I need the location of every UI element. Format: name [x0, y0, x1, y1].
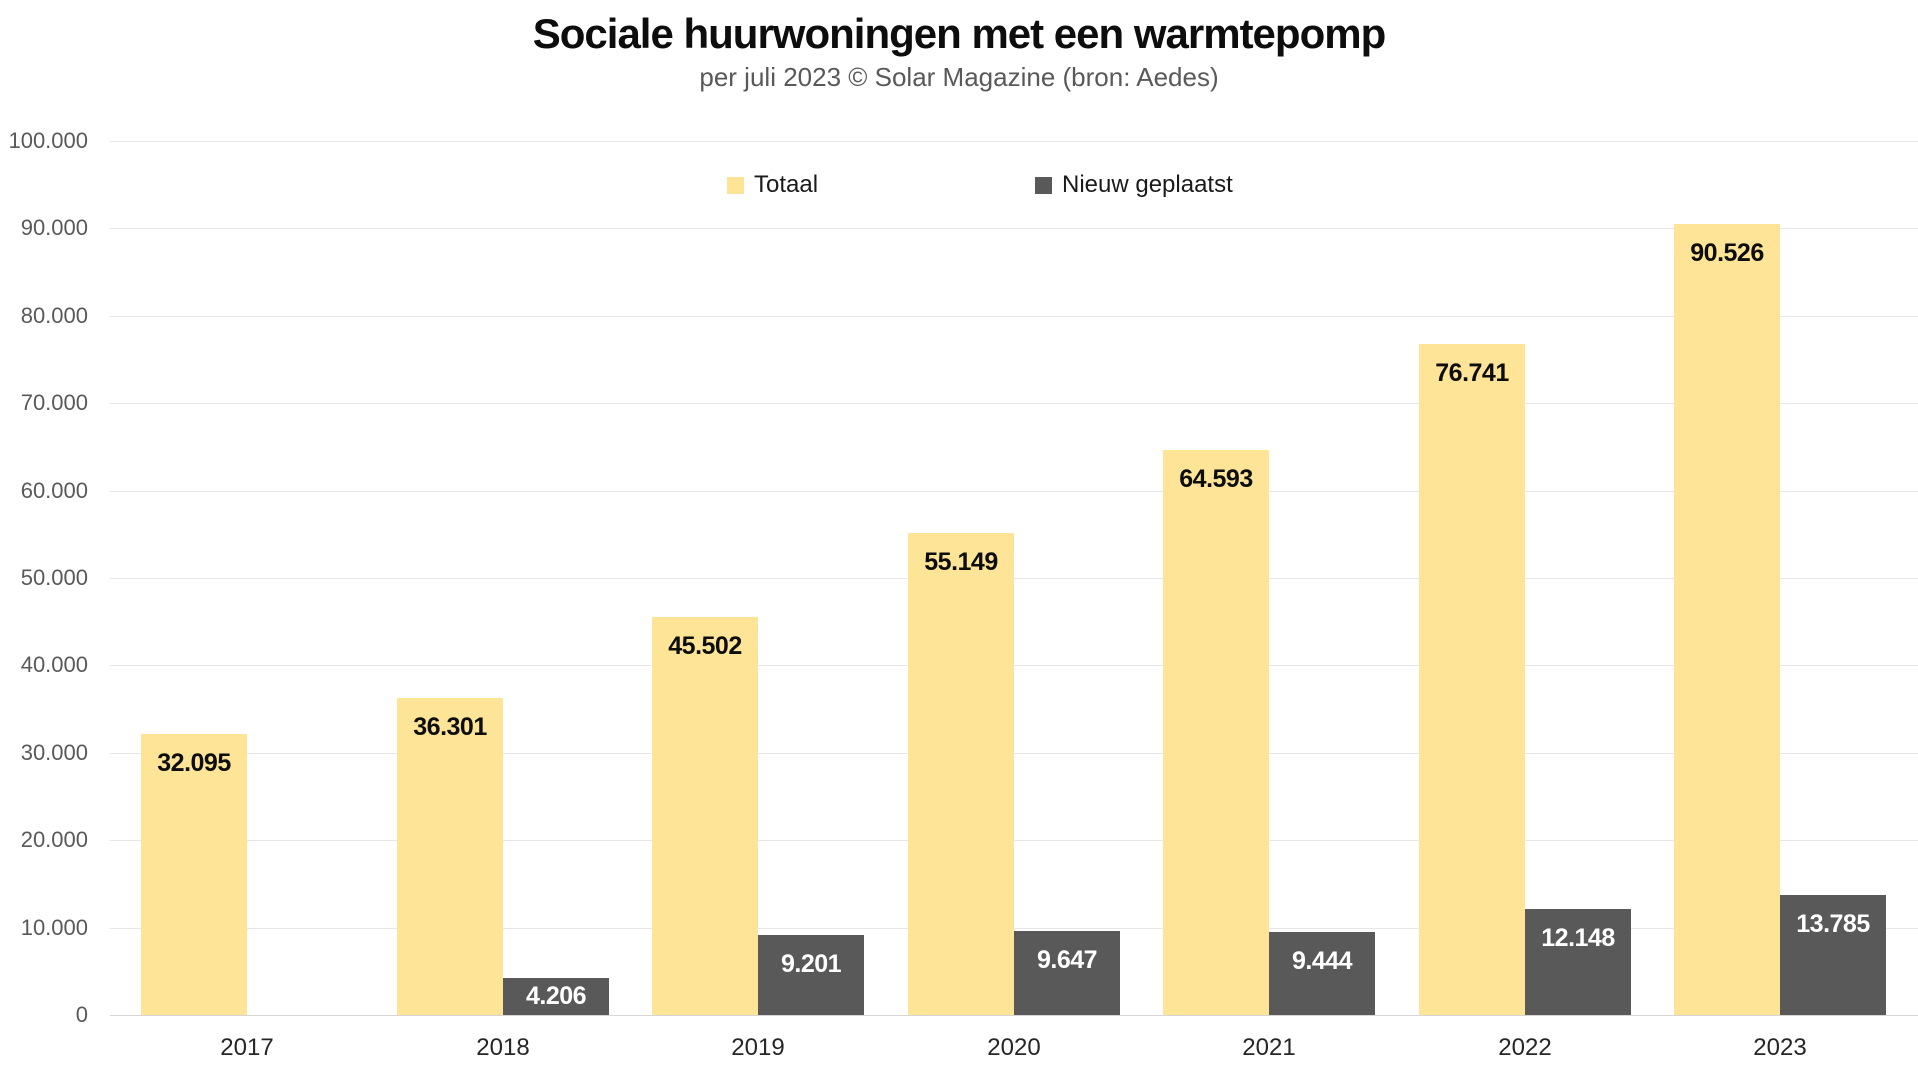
y-tick-label: 0	[75, 1002, 88, 1027]
y-tick-label: 50.000	[20, 565, 88, 590]
bar-value-label: 36.301	[413, 713, 487, 741]
x-tick-label: 2017	[220, 1034, 274, 1061]
chart-subtitle: per juli 2023 © Solar Magazine (bron: Ae…	[699, 62, 1219, 92]
bar-nieuw-geplaatst-2021: 9.444	[1269, 932, 1375, 1015]
y-tick-label: 80.000	[20, 303, 88, 328]
legend-swatch-totaal	[727, 176, 744, 194]
bar-value-label: 76.741	[1435, 359, 1509, 387]
y-tick-label: 60.000	[20, 478, 88, 503]
bar-value-label: 13.785	[1796, 910, 1870, 938]
gridline	[110, 491, 1918, 492]
bar-value-label: 45.502	[668, 632, 742, 660]
bar-nieuw-geplaatst-2020: 9.647	[1014, 931, 1120, 1015]
bar-nieuw-geplaatst-2019: 9.201	[758, 935, 864, 1015]
bar-value-label: 55.149	[924, 548, 998, 576]
y-tick-label: 100.000	[8, 128, 88, 153]
bar-totaal-2023: 90.526	[1674, 224, 1780, 1015]
y-tick-label: 70.000	[20, 390, 88, 415]
bar-nieuw-geplaatst-2023: 13.785	[1780, 895, 1886, 1015]
bar-totaal-2017: 32.095	[141, 734, 247, 1015]
gridline	[110, 141, 1918, 142]
legend-item-nieuw-geplaatst: Nieuw geplaatst	[1035, 171, 1233, 198]
y-tick-label: 40.000	[20, 652, 88, 677]
bar-value-label: 4.206	[525, 982, 587, 1011]
legend-label-totaal: Totaal	[754, 171, 819, 198]
bar-totaal-2020: 55.149	[908, 533, 1014, 1015]
gridline	[110, 316, 1918, 317]
bar-nieuw-geplaatst-2022: 12.148	[1525, 909, 1631, 1015]
bar-totaal-2021: 64.593	[1163, 450, 1269, 1015]
bar-value-label: 12.148	[1541, 924, 1615, 952]
gridline	[110, 928, 1918, 929]
bar-value-label: 9.201	[780, 950, 842, 978]
bar-totaal-2022: 76.741	[1419, 344, 1525, 1015]
y-tick-label: 90.000	[20, 215, 88, 240]
x-tick-label: 2023	[1753, 1034, 1807, 1061]
legend-item-totaal: Totaal	[727, 171, 819, 198]
x-tick-label: 2022	[1498, 1034, 1552, 1061]
x-tick-label: 2018	[476, 1034, 530, 1061]
bar-totaal-2019: 45.502	[652, 617, 758, 1015]
bar-nieuw-geplaatst-2018: 4.206	[503, 978, 609, 1015]
bar-value-label: 9.647	[1036, 946, 1098, 974]
legend-swatch-nieuw-geplaatst	[1035, 176, 1052, 194]
x-axis-baseline	[110, 1015, 1918, 1016]
gridline	[110, 753, 1918, 754]
y-tick-label: 20.000	[20, 827, 88, 852]
gridline	[110, 665, 1918, 666]
gridline	[110, 228, 1918, 229]
gridline	[110, 578, 1918, 579]
x-tick-label: 2020	[987, 1034, 1041, 1061]
gridline	[110, 403, 1918, 404]
bar-value-label: 32.095	[157, 749, 231, 777]
legend-label-nieuw-geplaatst: Nieuw geplaatst	[1062, 171, 1233, 198]
bar-value-label: 90.526	[1690, 239, 1764, 267]
bar-totaal-2018: 36.301	[397, 698, 503, 1015]
y-tick-label: 10.000	[20, 915, 88, 940]
bar-value-label: 64.593	[1179, 465, 1253, 493]
bar-value-label: 9.444	[1291, 947, 1353, 975]
x-tick-label: 2019	[731, 1034, 785, 1061]
x-tick-label: 2021	[1242, 1034, 1296, 1061]
chart-title: Sociale huurwoningen met een warmtepomp	[532, 10, 1386, 57]
gridline	[110, 840, 1918, 841]
y-tick-label: 30.000	[20, 740, 88, 765]
